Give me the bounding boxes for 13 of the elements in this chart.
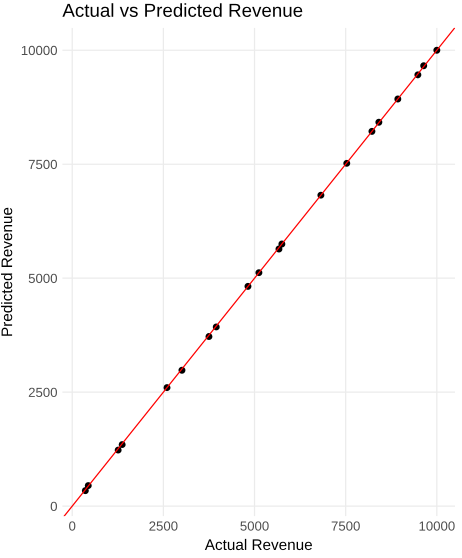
y-axis-title: Predicted Revenue: [1, 208, 12, 336]
y-tick-label: 5000: [28, 274, 57, 284]
y-tick-label: 2500: [28, 388, 57, 398]
x-tick-label: 5000: [240, 521, 269, 531]
y-tick-label: 0: [50, 502, 57, 512]
x-tick-label: 0: [69, 521, 76, 531]
x-tick-label: 7500: [332, 521, 360, 531]
x-axis-title: Actual Revenue: [204, 538, 312, 550]
chart-title: Actual vs Predicted Revenue: [62, 3, 302, 17]
y-tick-label: 7500: [28, 160, 57, 170]
x-tick-label: 10000: [420, 521, 455, 531]
x-tick-label: 2500: [149, 521, 178, 531]
y-tick-label: 10000: [22, 46, 57, 56]
